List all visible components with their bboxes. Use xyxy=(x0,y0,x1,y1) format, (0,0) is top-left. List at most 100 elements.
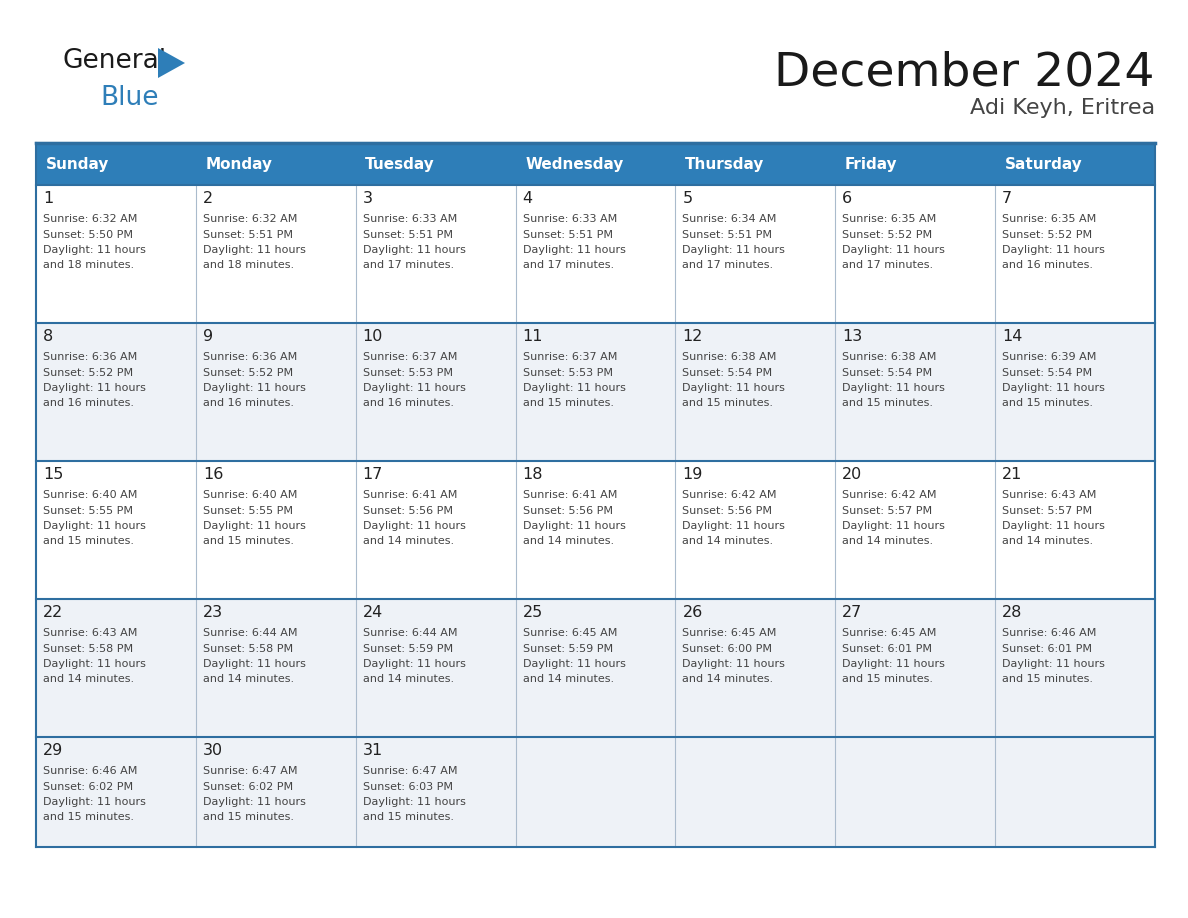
Text: Sunrise: 6:46 AM: Sunrise: 6:46 AM xyxy=(43,766,138,776)
Text: Sunset: 5:51 PM: Sunset: 5:51 PM xyxy=(362,230,453,240)
Text: Daylight: 11 hours: Daylight: 11 hours xyxy=(203,659,305,669)
Text: and 17 minutes.: and 17 minutes. xyxy=(362,261,454,271)
Text: 31: 31 xyxy=(362,743,383,758)
Text: Monday: Monday xyxy=(206,156,272,172)
Text: Daylight: 11 hours: Daylight: 11 hours xyxy=(682,521,785,531)
Text: Sunset: 6:01 PM: Sunset: 6:01 PM xyxy=(842,644,933,654)
Bar xyxy=(36,461,196,599)
Text: Sunrise: 6:47 AM: Sunrise: 6:47 AM xyxy=(362,766,457,776)
Bar xyxy=(355,461,516,599)
Text: Sunset: 5:55 PM: Sunset: 5:55 PM xyxy=(43,506,133,516)
Text: Sunrise: 6:46 AM: Sunrise: 6:46 AM xyxy=(1003,628,1097,638)
Text: 24: 24 xyxy=(362,605,383,620)
Text: Sunset: 5:57 PM: Sunset: 5:57 PM xyxy=(842,506,933,516)
Bar xyxy=(36,323,196,461)
Text: 18: 18 xyxy=(523,467,543,482)
Text: Daylight: 11 hours: Daylight: 11 hours xyxy=(1003,521,1105,531)
Text: 12: 12 xyxy=(682,329,703,344)
Bar xyxy=(516,185,676,323)
Text: Sunset: 5:51 PM: Sunset: 5:51 PM xyxy=(523,230,613,240)
Text: Daylight: 11 hours: Daylight: 11 hours xyxy=(523,245,625,255)
Text: Sunrise: 6:44 AM: Sunrise: 6:44 AM xyxy=(362,628,457,638)
Text: Sunrise: 6:45 AM: Sunrise: 6:45 AM xyxy=(523,628,617,638)
Text: Sunrise: 6:36 AM: Sunrise: 6:36 AM xyxy=(43,352,138,362)
Text: and 15 minutes.: and 15 minutes. xyxy=(203,812,293,823)
Text: Sunset: 5:51 PM: Sunset: 5:51 PM xyxy=(682,230,772,240)
Text: and 15 minutes.: and 15 minutes. xyxy=(1003,398,1093,409)
Text: Sunrise: 6:36 AM: Sunrise: 6:36 AM xyxy=(203,352,297,362)
Text: and 16 minutes.: and 16 minutes. xyxy=(203,398,293,409)
Bar xyxy=(676,599,835,737)
Text: Sunset: 6:01 PM: Sunset: 6:01 PM xyxy=(1003,644,1092,654)
Bar xyxy=(996,461,1155,599)
Text: Wednesday: Wednesday xyxy=(525,156,624,172)
Text: Sunrise: 6:34 AM: Sunrise: 6:34 AM xyxy=(682,214,777,224)
Bar xyxy=(355,323,516,461)
Text: and 14 minutes.: and 14 minutes. xyxy=(842,536,934,546)
Text: Sunset: 5:59 PM: Sunset: 5:59 PM xyxy=(362,644,453,654)
Text: Sunrise: 6:42 AM: Sunrise: 6:42 AM xyxy=(842,490,937,500)
Text: Sunset: 5:52 PM: Sunset: 5:52 PM xyxy=(1003,230,1092,240)
Text: Daylight: 11 hours: Daylight: 11 hours xyxy=(842,383,946,393)
Text: 20: 20 xyxy=(842,467,862,482)
Text: Sunset: 5:52 PM: Sunset: 5:52 PM xyxy=(43,367,133,377)
Text: Sunset: 6:03 PM: Sunset: 6:03 PM xyxy=(362,781,453,791)
Text: 15: 15 xyxy=(43,467,63,482)
Text: Daylight: 11 hours: Daylight: 11 hours xyxy=(203,245,305,255)
Text: Sunrise: 6:32 AM: Sunrise: 6:32 AM xyxy=(43,214,138,224)
Text: Sunset: 5:55 PM: Sunset: 5:55 PM xyxy=(203,506,293,516)
Text: Sunrise: 6:40 AM: Sunrise: 6:40 AM xyxy=(203,490,297,500)
Text: and 14 minutes.: and 14 minutes. xyxy=(43,675,134,685)
Bar xyxy=(196,737,355,847)
Text: Daylight: 11 hours: Daylight: 11 hours xyxy=(682,659,785,669)
Text: 1: 1 xyxy=(43,191,53,206)
Text: Sunrise: 6:41 AM: Sunrise: 6:41 AM xyxy=(362,490,457,500)
Text: Sunset: 5:54 PM: Sunset: 5:54 PM xyxy=(1003,367,1092,377)
Text: 17: 17 xyxy=(362,467,383,482)
Text: and 15 minutes.: and 15 minutes. xyxy=(842,398,934,409)
Text: 27: 27 xyxy=(842,605,862,620)
Bar xyxy=(996,185,1155,323)
Text: 5: 5 xyxy=(682,191,693,206)
Text: 28: 28 xyxy=(1003,605,1023,620)
Text: Sunset: 5:57 PM: Sunset: 5:57 PM xyxy=(1003,506,1092,516)
Text: Sunrise: 6:43 AM: Sunrise: 6:43 AM xyxy=(43,628,138,638)
Text: Sunrise: 6:33 AM: Sunrise: 6:33 AM xyxy=(523,214,617,224)
Text: and 16 minutes.: and 16 minutes. xyxy=(362,398,454,409)
Text: and 17 minutes.: and 17 minutes. xyxy=(523,261,614,271)
Text: Sunset: 5:58 PM: Sunset: 5:58 PM xyxy=(43,644,133,654)
Text: Sunrise: 6:37 AM: Sunrise: 6:37 AM xyxy=(362,352,457,362)
Text: Sunrise: 6:38 AM: Sunrise: 6:38 AM xyxy=(682,352,777,362)
Text: Sunset: 5:52 PM: Sunset: 5:52 PM xyxy=(842,230,933,240)
Text: Sunrise: 6:37 AM: Sunrise: 6:37 AM xyxy=(523,352,617,362)
Bar xyxy=(196,323,355,461)
Text: 26: 26 xyxy=(682,605,702,620)
Text: Daylight: 11 hours: Daylight: 11 hours xyxy=(362,797,466,807)
Text: Daylight: 11 hours: Daylight: 11 hours xyxy=(43,383,146,393)
Text: 6: 6 xyxy=(842,191,853,206)
Text: Daylight: 11 hours: Daylight: 11 hours xyxy=(523,383,625,393)
Text: December 2024: December 2024 xyxy=(775,50,1155,95)
Bar xyxy=(996,323,1155,461)
Text: 11: 11 xyxy=(523,329,543,344)
Bar xyxy=(676,461,835,599)
Text: and 14 minutes.: and 14 minutes. xyxy=(362,675,454,685)
Bar xyxy=(516,323,676,461)
Text: Daylight: 11 hours: Daylight: 11 hours xyxy=(842,245,946,255)
Bar xyxy=(996,599,1155,737)
Bar xyxy=(835,599,996,737)
Bar xyxy=(36,599,196,737)
Text: General: General xyxy=(62,48,166,74)
Text: Sunset: 5:54 PM: Sunset: 5:54 PM xyxy=(842,367,933,377)
Text: Sunrise: 6:44 AM: Sunrise: 6:44 AM xyxy=(203,628,297,638)
Text: and 15 minutes.: and 15 minutes. xyxy=(203,536,293,546)
Text: and 14 minutes.: and 14 minutes. xyxy=(682,536,773,546)
Bar xyxy=(835,737,996,847)
Text: and 15 minutes.: and 15 minutes. xyxy=(43,812,134,823)
Text: Daylight: 11 hours: Daylight: 11 hours xyxy=(523,659,625,669)
Text: 9: 9 xyxy=(203,329,213,344)
Text: Sunrise: 6:43 AM: Sunrise: 6:43 AM xyxy=(1003,490,1097,500)
Text: Sunset: 5:56 PM: Sunset: 5:56 PM xyxy=(523,506,613,516)
Bar xyxy=(676,185,835,323)
Bar xyxy=(355,185,516,323)
